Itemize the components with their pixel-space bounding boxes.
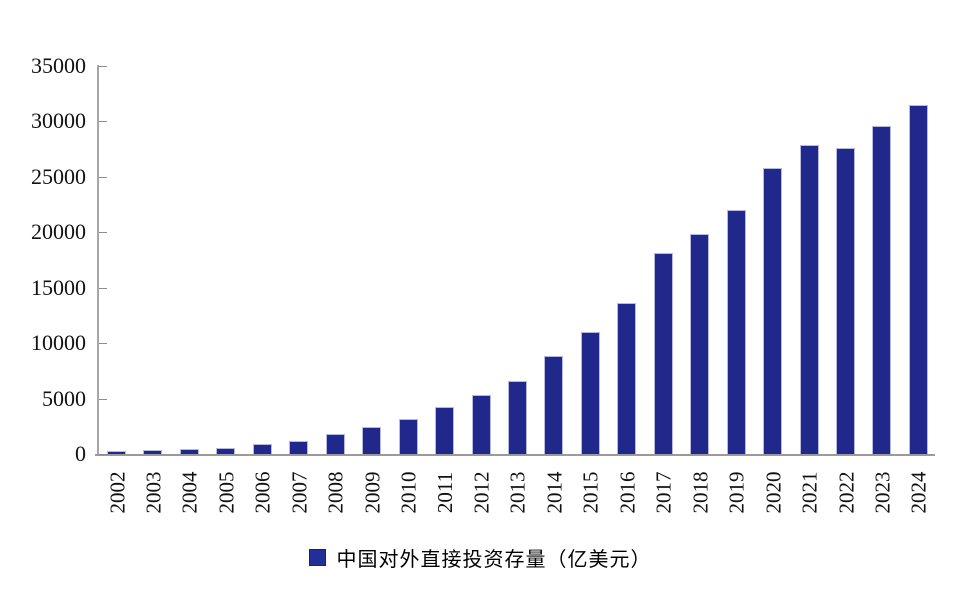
bar-2023 (872, 125, 892, 454)
y-axis-line (97, 65, 99, 455)
y-tick-label-20000: 20000 (31, 219, 86, 244)
x-tick-label-2024: 2024 (906, 471, 931, 513)
y-tick-label-30000: 30000 (31, 108, 86, 133)
y-tick-label-35000: 35000 (31, 52, 86, 78)
y-tick-label-25000: 25000 (31, 163, 86, 189)
bar-2008 (325, 433, 345, 454)
y-tick-label-10000: 10000 (31, 330, 86, 355)
y-tick-mark-20000 (99, 232, 107, 233)
y-tick-mark-10000 (99, 343, 107, 344)
y-tick-mark-35000 (99, 66, 107, 67)
bar-2012 (471, 394, 491, 454)
bar-2007 (289, 440, 309, 454)
bar-2013 (507, 380, 527, 454)
bar-2009 (362, 426, 382, 454)
bar-2018 (690, 233, 710, 454)
bar-2011 (435, 406, 455, 454)
bar-2006 (252, 443, 272, 454)
legend: 中国对外直接投资存量（亿美元） (0, 544, 960, 571)
bar-2002 (107, 450, 126, 454)
legend-label: 中国对外直接投资存量（亿美元） (336, 548, 652, 571)
y-tick-label-15000: 15000 (31, 274, 86, 300)
bar-2010 (398, 418, 418, 454)
bar-2004 (179, 449, 199, 454)
y-tick-mark-15000 (99, 288, 107, 289)
y-tick-mark-25000 (99, 177, 107, 178)
bar-2016 (617, 303, 637, 454)
y-tick-label-0: 0 (75, 441, 86, 466)
bar-2020 (763, 167, 783, 454)
y-tick-mark-5000 (99, 399, 107, 400)
legend-swatch-icon (308, 548, 326, 566)
bar-2014 (544, 356, 564, 454)
bar-2015 (580, 332, 600, 454)
bar-2005 (216, 447, 236, 454)
bar-2021 (799, 144, 819, 454)
bar-2003 (143, 450, 163, 454)
bar-2022 (836, 148, 855, 454)
bar-2024 (908, 105, 928, 454)
y-tick-mark-0 (99, 454, 107, 455)
y-tick-label-5000: 5000 (42, 385, 86, 411)
y-tick-mark-30000 (99, 121, 107, 122)
bar-2017 (653, 253, 673, 454)
x-axis-line (95, 454, 935, 456)
bar-2019 (726, 209, 746, 454)
